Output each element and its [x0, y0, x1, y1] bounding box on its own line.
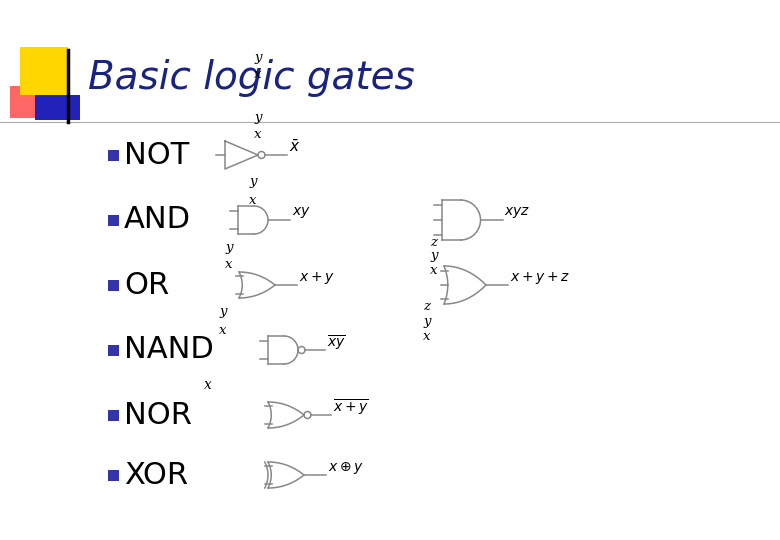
- Text: x: x: [254, 69, 262, 82]
- Bar: [108, 150, 119, 161]
- Text: y: y: [424, 314, 431, 327]
- Text: x: x: [204, 378, 212, 392]
- Bar: [108, 215, 119, 226]
- Bar: [35, 95, 80, 120]
- Text: x: x: [254, 129, 262, 141]
- Text: y: y: [431, 249, 438, 262]
- Text: y: y: [254, 51, 262, 64]
- Text: y: y: [250, 176, 257, 188]
- Text: OR: OR: [124, 271, 169, 300]
- Text: $x+y$: $x+y$: [299, 270, 335, 286]
- Text: z: z: [431, 235, 438, 248]
- Text: NOR: NOR: [124, 401, 192, 429]
- Text: $x \oplus y$: $x \oplus y$: [328, 460, 364, 476]
- Text: NOT: NOT: [124, 140, 190, 170]
- Bar: [108, 410, 119, 421]
- Text: y: y: [225, 240, 232, 253]
- Text: x: x: [219, 323, 227, 336]
- Text: $x+y+z$: $x+y+z$: [510, 270, 570, 286]
- Bar: [20, 47, 68, 95]
- Text: XOR: XOR: [124, 461, 188, 489]
- Bar: [108, 345, 119, 356]
- Text: $xy$: $xy$: [292, 206, 311, 220]
- Text: y: y: [219, 306, 227, 319]
- Text: x: x: [431, 264, 438, 276]
- Text: $\bar{x}$: $\bar{x}$: [289, 139, 300, 155]
- Text: x: x: [250, 193, 257, 206]
- Text: x: x: [225, 259, 232, 272]
- Bar: [10, 86, 58, 118]
- Bar: [108, 280, 119, 291]
- Text: x: x: [424, 329, 431, 342]
- Text: $xyz$: $xyz$: [505, 206, 531, 220]
- Text: AND: AND: [124, 206, 191, 234]
- Text: $\overline{x+y}$: $\overline{x+y}$: [333, 398, 369, 418]
- Text: Basic logic gates: Basic logic gates: [88, 59, 415, 97]
- Text: y: y: [254, 111, 262, 124]
- Text: $\overline{xy}$: $\overline{xy}$: [327, 333, 346, 353]
- Bar: [108, 470, 119, 481]
- Text: z: z: [424, 300, 431, 313]
- Text: NAND: NAND: [124, 335, 214, 364]
